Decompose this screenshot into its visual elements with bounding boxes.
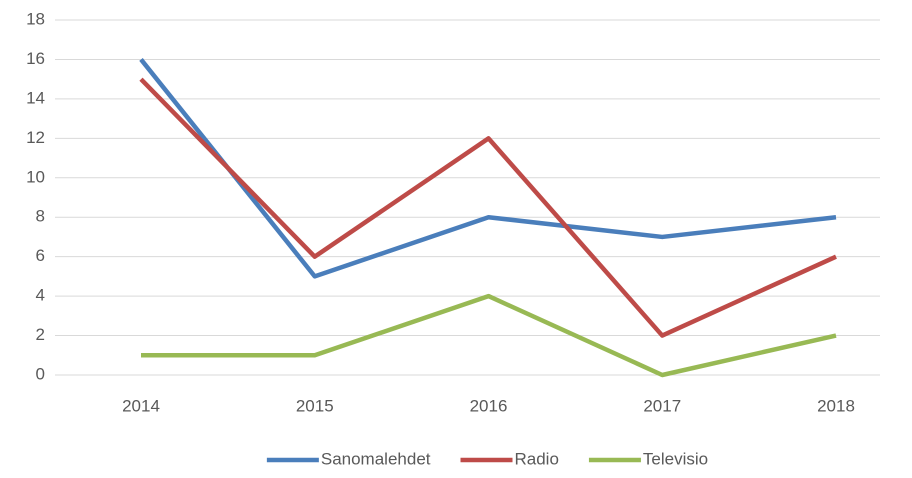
y-tick-label: 10 (26, 167, 45, 186)
series-line (139, 58, 837, 279)
y-tick-label: 2 (36, 325, 45, 344)
x-tick-label: 2015 (296, 396, 334, 415)
x-tick-label: 2014 (122, 396, 160, 415)
x-tick-label: 2018 (817, 396, 855, 415)
legend-label: Sanomalehdet (321, 449, 431, 468)
x-tick-label: 2016 (470, 396, 508, 415)
legend-label: Televisio (643, 449, 708, 468)
series-line (141, 293, 837, 378)
y-tick-label: 4 (36, 286, 45, 305)
y-tick-label: 8 (36, 207, 45, 226)
y-tick-label: 16 (26, 49, 45, 68)
y-tick-label: 0 (36, 364, 45, 383)
y-tick-label: 6 (36, 246, 45, 265)
legend-label: Radio (515, 449, 559, 468)
x-tick-label: 2017 (643, 396, 681, 415)
y-tick-label: 14 (26, 88, 45, 107)
series-line (139, 77, 837, 338)
y-tick-label: 12 (26, 128, 45, 147)
y-tick-label: 18 (26, 9, 45, 28)
